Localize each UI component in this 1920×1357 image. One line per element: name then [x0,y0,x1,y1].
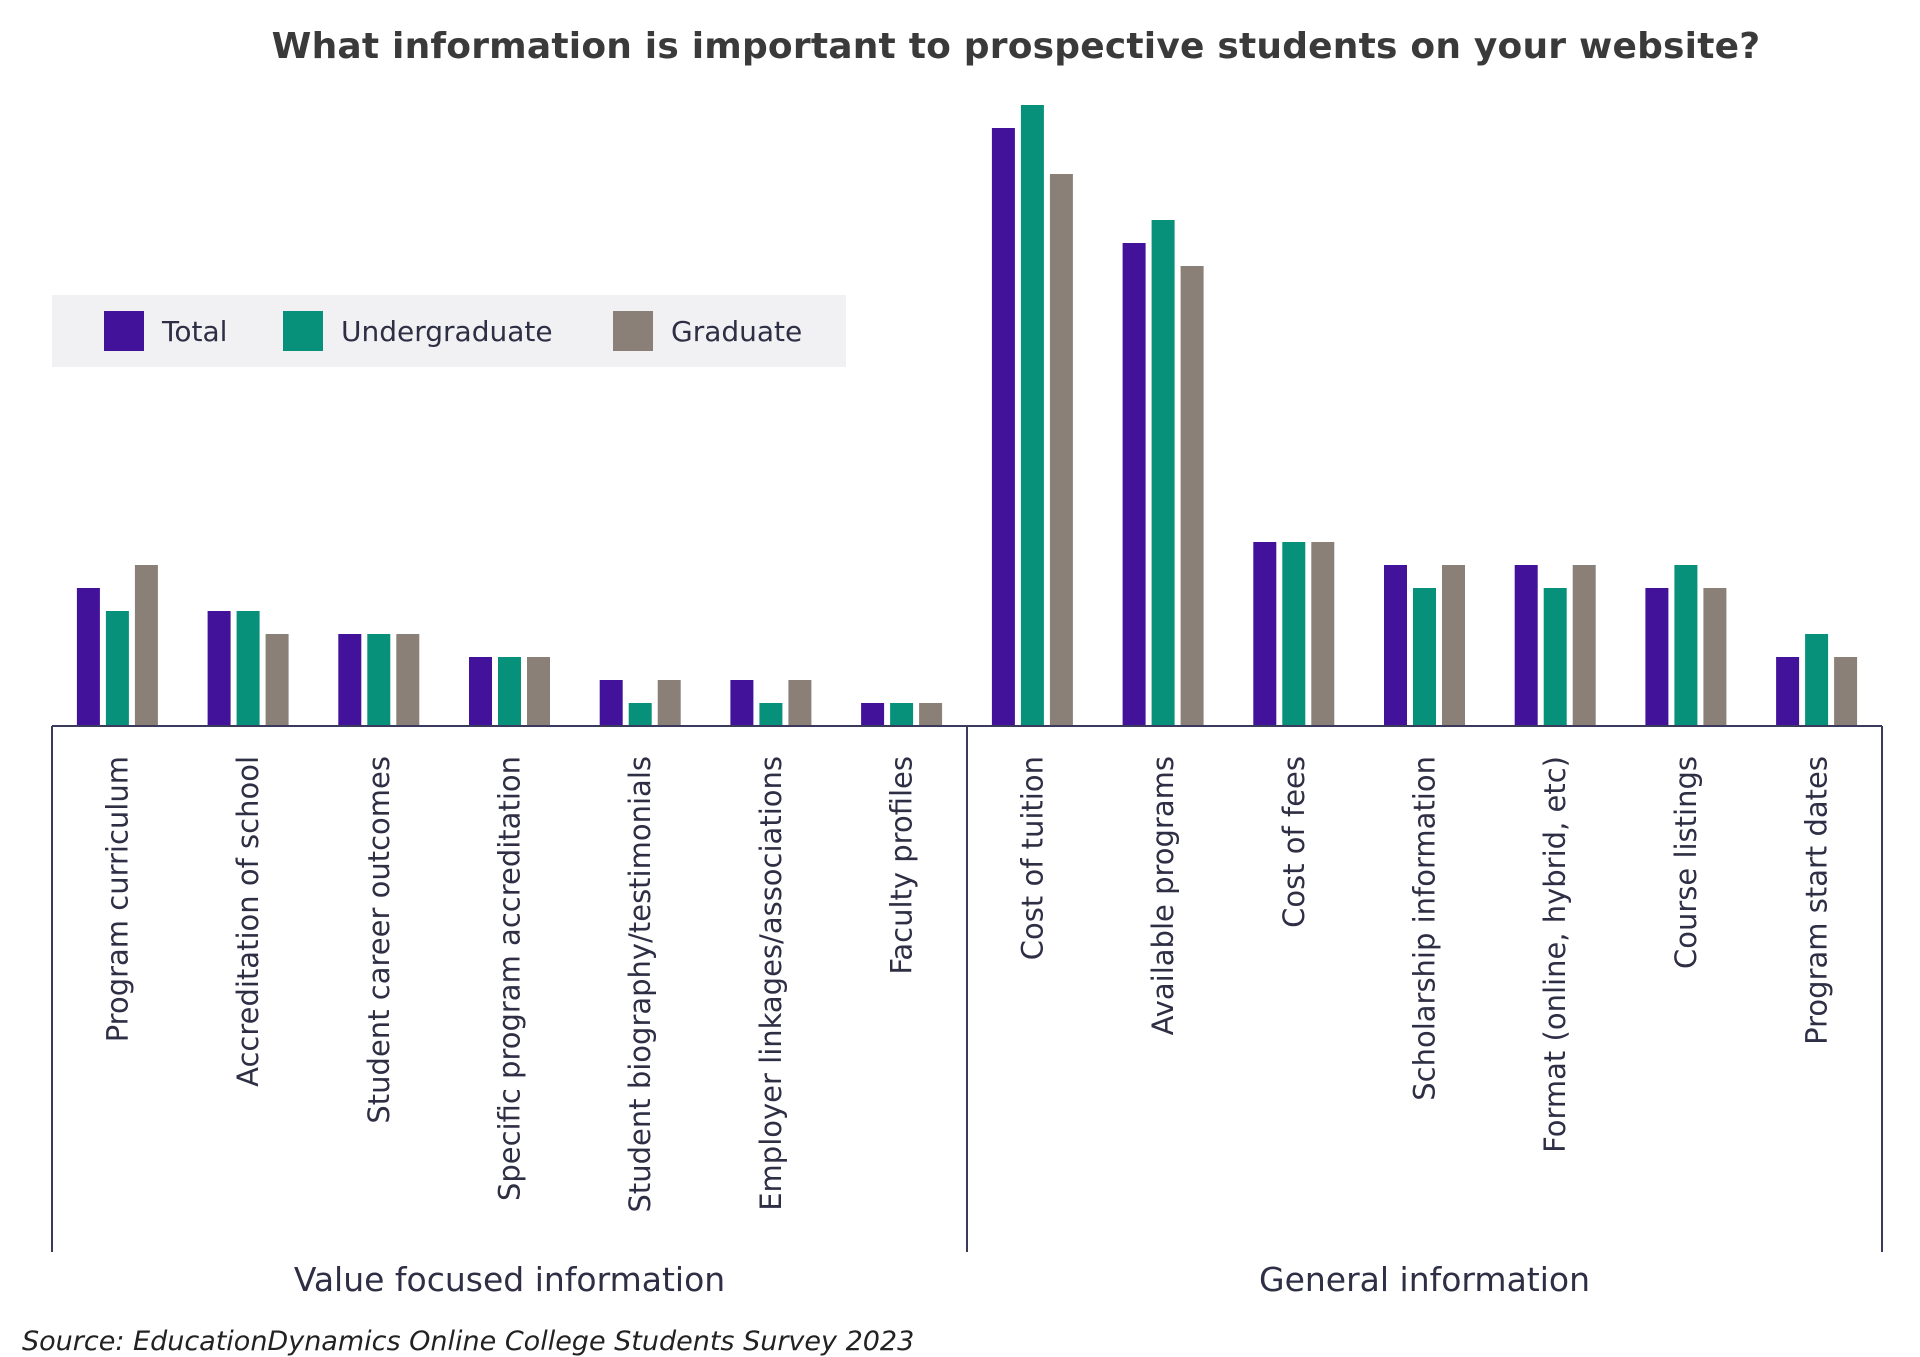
bar-graduate-format-online-hybrid-etc [1572,565,1596,726]
category-label-scholarship-information: Scholarship information [1408,756,1442,1101]
bar-graduate-program-curriculum [134,565,158,726]
bar-graduate-specific-program-accreditation [527,657,550,726]
bar-graduate-faculty-profiles [919,703,943,726]
legend: Total Undergraduate Graduate [52,295,846,367]
bar-undergraduate-format-online-hybrid-etc [1543,588,1567,726]
bar-total-course-listings [1645,588,1669,726]
bar-undergraduate-scholarship-information [1413,588,1436,726]
bar-undergraduate-program-curriculum [105,611,129,726]
bar-total-program-start-dates [1776,657,1800,726]
chart-title: What information is important to prospec… [271,26,1761,67]
bar-undergraduate-faculty-profiles [890,703,914,726]
legend-item-undergraduate: Undergraduate [283,311,553,351]
category-label-format-online-hybrid-etc: Format (online, hybrid, etc) [1538,756,1572,1153]
category-label-cost-of-fees: Cost of fees [1277,756,1311,928]
bar-undergraduate-available-programs [1151,220,1175,726]
bar-graduate-available-programs [1180,266,1204,726]
bar-graduate-student-biography-testimonials [657,680,681,726]
category-label-available-programs: Available programs [1146,756,1180,1035]
bar-undergraduate-cost-of-fees [1282,542,1306,726]
bar-undergraduate-program-start-dates [1805,634,1829,726]
bar-graduate-scholarship-information [1442,565,1465,726]
bar-undergraduate-course-listings [1674,565,1698,726]
legend-swatch-undergraduate [283,311,323,351]
category-label-program-curriculum: Program curriculum [100,756,134,1042]
bar-graduate-course-listings [1703,588,1727,726]
legend-swatch-total [104,311,144,351]
bar-total-cost-of-tuition [991,128,1015,726]
bar-undergraduate-student-biography-testimonials [628,703,652,726]
bar-graduate-accreditation-of-school [265,634,289,726]
bar-graduate-cost-of-tuition [1049,174,1073,726]
group-label-general: General information [1259,1260,1590,1299]
legend-item-total: Total [104,311,227,351]
category-label-accreditation-of-school: Accreditation of school [231,756,265,1087]
bar-graduate-cost-of-fees [1311,542,1335,726]
category-label-student-career-outcomes: Student career outcomes [362,756,396,1124]
axes-layer [51,725,1883,1252]
bar-total-student-career-outcomes [338,634,362,726]
bar-graduate-student-career-outcomes [396,634,420,726]
bar-total-student-biography-testimonials [599,680,623,726]
legend-label-undergraduate: Undergraduate [341,314,553,348]
category-label-specific-program-accreditation: Specific program accreditation [493,756,527,1201]
bar-undergraduate-cost-of-tuition [1020,105,1044,726]
bar-total-scholarship-information [1384,565,1407,726]
source-note: Source: EducationDynamics Online College… [22,1326,915,1357]
legend-swatch-graduate [613,311,653,351]
bar-graduate-program-start-dates [1834,657,1858,726]
group-label-value-focused: Value focused information [293,1260,726,1299]
bar-undergraduate-employer-linkages-associations [759,703,783,726]
category-labels: Program curriculum Accreditation of schoo… [100,756,1833,1213]
bar-undergraduate-accreditation-of-school [236,611,260,726]
bar-total-employer-linkages-associations [730,680,754,726]
bars-layer [76,105,1858,726]
bar-total-available-programs [1122,243,1146,726]
category-label-student-biography-testimonials: Student biography/testimonials [623,756,657,1213]
category-label-faculty-profiles: Faculty profiles [885,756,919,975]
bar-undergraduate-student-career-outcomes [367,634,391,726]
legend-item-graduate: Graduate [613,311,802,351]
category-label-program-start-dates: Program start dates [1800,756,1834,1045]
bar-graduate-employer-linkages-associations [788,680,812,726]
bar-total-faculty-profiles [861,703,885,726]
category-label-course-listings: Course listings [1669,756,1703,969]
bar-undergraduate-specific-program-accreditation [498,657,521,726]
bar-total-specific-program-accreditation [469,657,492,726]
bar-total-accreditation-of-school [207,611,231,726]
category-label-cost-of-tuition: Cost of tuition [1015,756,1049,960]
category-label-employer-linkages-associations: Employer linkages/associations [754,756,788,1211]
legend-label-total: Total [162,314,228,348]
bar-total-cost-of-fees [1253,542,1277,726]
legend-label-graduate: Graduate [671,314,803,348]
bar-total-format-online-hybrid-etc [1514,565,1538,726]
bar-total-program-curriculum [76,588,100,726]
